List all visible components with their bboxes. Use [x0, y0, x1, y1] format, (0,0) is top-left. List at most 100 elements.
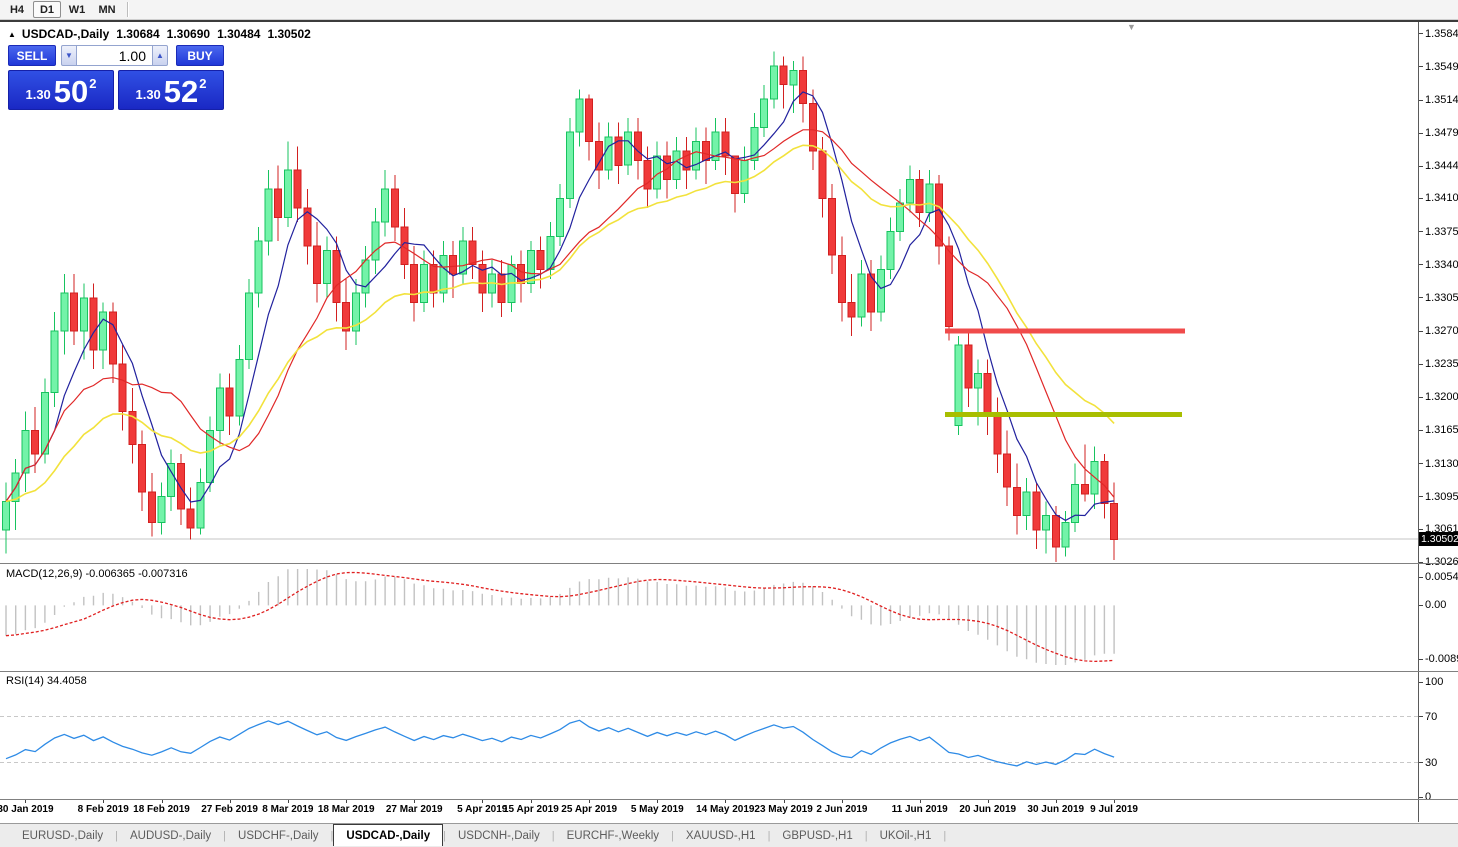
- sell-price-pipette: 2: [89, 76, 97, 91]
- price-tick: 1.33750: [1419, 226, 1458, 238]
- date-label: 5 May 2019: [630, 804, 684, 815]
- volume-increase-icon[interactable]: ▲: [152, 45, 168, 66]
- panel-separator[interactable]: [0, 563, 1458, 564]
- tab-separator: |: [671, 829, 674, 842]
- date-tick: [103, 800, 105, 803]
- date-label: 18 Mar 2019: [317, 804, 375, 815]
- timeframe-toolbar: H4 D1 W1 MN: [0, 0, 1458, 20]
- ma-medium-line: [5, 129, 1115, 502]
- horizontal-line: [944, 328, 1185, 334]
- price-tick: 1.31650: [1419, 424, 1458, 436]
- tab-usdchf-daily[interactable]: USDCHF-,Daily: [238, 829, 319, 842]
- date-tick: [1055, 800, 1057, 803]
- date-tick: [657, 800, 659, 803]
- date-tick: [589, 800, 591, 803]
- date-tick: [725, 800, 727, 803]
- date-tick: [1114, 800, 1116, 803]
- timeframe-button-w1[interactable]: W1: [68, 4, 86, 16]
- tab-usdcnh-daily[interactable]: USDCNH-,Daily: [457, 829, 540, 842]
- collapse-icon[interactable]: ▲: [8, 30, 16, 39]
- price-tick: 1.32000: [1419, 391, 1458, 403]
- chart-symbol-label: USDCAD-,Daily: [21, 27, 110, 41]
- date-tick: [229, 800, 231, 803]
- panel-separator[interactable]: [0, 671, 1458, 672]
- buy-price-big: 52: [163, 73, 199, 109]
- macd-axis: 0.005484 0.00 -0.00897: [1419, 565, 1458, 671]
- tab-separator: |: [443, 829, 446, 842]
- sell-button[interactable]: SELL: [8, 45, 56, 66]
- price-tick: 1.31300: [1419, 458, 1458, 470]
- macd-axis-tick: 0.00: [1419, 599, 1446, 611]
- rsi-axis-tick: 0: [1419, 791, 1431, 803]
- rsi-axis-tick: 70: [1419, 711, 1437, 723]
- price-tick: 1.35490: [1419, 61, 1458, 73]
- tab-audusd-daily[interactable]: AUDUSD-,Daily: [130, 829, 212, 842]
- tab-ukoil-h1[interactable]: UKOil-,H1: [879, 829, 932, 842]
- date-label: 18 Feb 2019: [133, 804, 190, 815]
- date-tick: [987, 800, 989, 803]
- date-label: 15 Apr 2019: [502, 804, 559, 815]
- sell-price-button[interactable]: 1.30 50 2: [8, 70, 114, 110]
- panel-separator: [0, 799, 1458, 800]
- buy-price-pipette: 2: [199, 76, 207, 91]
- symbol-tab-bar: EURUSD-,Daily | AUDUSD-,Daily | USDCHF-,Dail…: [0, 823, 1458, 847]
- sell-price-prefix: 1.30: [25, 87, 51, 102]
- date-label: 2 Jun 2019: [816, 804, 868, 815]
- window-border: [0, 20, 1458, 22]
- price-tick: 1.34790: [1419, 127, 1458, 139]
- tab-usdcad-daily[interactable]: USDCAD-,Daily: [333, 823, 444, 846]
- volume-input[interactable]: [77, 45, 152, 66]
- price-tick: 1.33050: [1419, 292, 1458, 304]
- tab-gbpusd-h1[interactable]: GBPUSD-,H1: [782, 829, 853, 842]
- tab-separator: |: [330, 829, 334, 842]
- rsi-axis: 100 70 30 0: [1419, 672, 1458, 803]
- horizontal-line: [944, 411, 1182, 417]
- price-tick: 1.35140: [1419, 94, 1458, 106]
- volume-decrease-icon[interactable]: ▼: [61, 45, 77, 66]
- date-tick: [482, 800, 484, 803]
- current-price-tag: 1.30502: [1419, 532, 1458, 547]
- date-tick: [414, 800, 416, 803]
- tab-separator: |: [767, 829, 771, 842]
- timeframe-buttons: H4 D1 W1 MN: [3, 1, 123, 18]
- date-label: 25 Apr 2019: [561, 804, 618, 815]
- date-tick: [346, 800, 348, 803]
- price-axis[interactable]: 1.35840 1.35490 1.35140 1.34790 1.34440 1.341…: [1419, 22, 1458, 568]
- date-label: 30 Jun 2019: [1027, 804, 1085, 815]
- tab-eurchf-weekly[interactable]: EURCHF-,Weekly: [566, 829, 660, 842]
- buy-price-button[interactable]: 1.30 52 2: [118, 70, 224, 110]
- date-tick: [161, 800, 163, 803]
- date-label: 11 Jun 2019: [891, 804, 948, 815]
- price-tick: 1.32700: [1419, 325, 1458, 337]
- tab-separator: |: [115, 829, 119, 842]
- buy-price-prefix: 1.30: [135, 87, 161, 102]
- timeframe-button-h4[interactable]: H4: [9, 4, 25, 16]
- price-tick: 1.34100: [1419, 192, 1458, 204]
- tab-xauusd-h1[interactable]: XAUUSD-,H1: [685, 829, 756, 842]
- main-chart[interactable]: ▲ USDCAD-,Daily 1.30684 1.30690 1.30484 1.305…: [0, 22, 1418, 563]
- bull-candles: [2, 65, 1099, 548]
- macd-chart: [5, 569, 1115, 665]
- date-axis[interactable]: 30 Jan 2019 8 Feb 2019 18 Feb 2019 27 Feb 2…: [0, 800, 1418, 822]
- buy-button[interactable]: BUY: [176, 45, 224, 66]
- date-tick: [530, 800, 532, 803]
- date-label: 9 Jul 2019: [1090, 804, 1138, 815]
- date-label: 8 Mar 2019: [262, 804, 314, 815]
- date-label: 20 Jun 2019: [959, 804, 1017, 815]
- macd-signal-value: -0.007316: [138, 568, 188, 580]
- bear-candles: [31, 65, 1119, 548]
- timeframe-button-d1[interactable]: D1: [33, 1, 61, 18]
- ma-slow-line: [5, 144, 1115, 503]
- rsi-value: 34.4058: [46, 675, 87, 687]
- rsi-chart: [0, 716, 1418, 767]
- tab-eurusd-daily[interactable]: EURUSD-,Daily: [22, 829, 104, 842]
- date-tick: [841, 800, 843, 803]
- timeframe-button-mn[interactable]: MN: [98, 4, 116, 16]
- price-tick: 1.30950: [1419, 491, 1458, 503]
- candlestick-chart: [0, 51, 1418, 563]
- ma-fast-line: [5, 91, 1115, 522]
- macd-label: MACD(12,26,9) -0.006365 -0.007316: [6, 568, 188, 580]
- chart-shift-marker-icon[interactable]: ▼: [1127, 22, 1136, 32]
- ohlc-high: 1.30690: [166, 27, 211, 41]
